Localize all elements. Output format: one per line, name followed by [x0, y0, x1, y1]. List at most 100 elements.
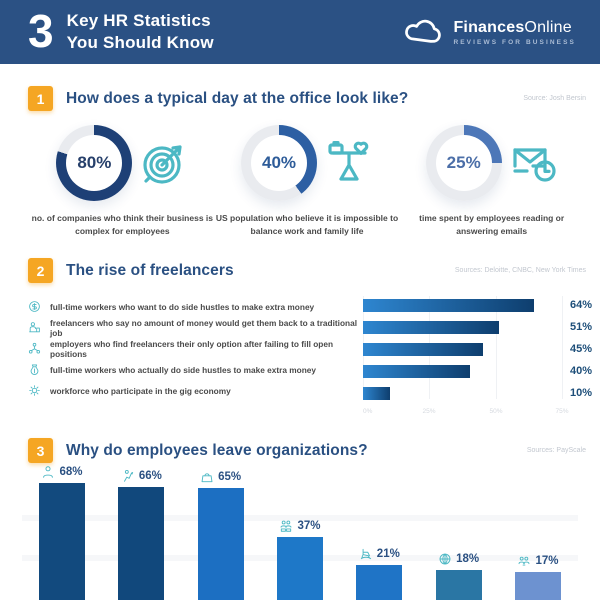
section3-source: Sources: PayScale [526, 447, 586, 455]
section1-badge: 1 [28, 86, 53, 111]
list-item-label: full-time workers who actually do side h… [50, 364, 317, 375]
header-banner: 3 Key HR Statistics You Should Know Fina… [0, 0, 600, 64]
logo-tagline: REVIEWS FOR BUSINESS [453, 38, 576, 46]
bar-column: 66% [105, 469, 177, 600]
x-tick: 25% [422, 408, 436, 416]
section1-source: Source: Josh Bersin [523, 95, 586, 102]
work-life-balance-icon [325, 139, 373, 187]
donut-caption: no. of companies who think their busines… [31, 213, 214, 237]
donut-caption: time spent by employees reading or answe… [419, 213, 565, 237]
bar-value-label: 68% [59, 466, 83, 479]
list-item: full-time workers who want to do side hu… [28, 296, 363, 317]
bar-value-label: 65% [218, 471, 242, 484]
donut-chart-80: 80% [56, 125, 133, 201]
bar-value-label: 21% [376, 548, 400, 561]
list-item-label: employers who find freelancers their onl… [50, 338, 334, 359]
bar-value-label: 40% [570, 365, 593, 378]
retirement-chair-icon [360, 549, 371, 560]
bar-row: 40% [363, 364, 592, 378]
x-tick: 0% [363, 408, 373, 416]
section2-badge: 2 [28, 258, 53, 284]
bar-40 [363, 364, 470, 378]
bar-value-label: 51% [570, 321, 593, 334]
section1-header: 1 How does a typical day at the office l… [0, 86, 600, 111]
career-growth-icon [123, 470, 133, 483]
donut-stats-row: 80% no. of companies who think their bus… [0, 125, 600, 238]
bar-column: 65% [185, 470, 257, 600]
bar-value-label: 17% [535, 555, 559, 568]
chart-gridline [22, 515, 578, 522]
team-question-icon [519, 557, 530, 566]
section1-title: How does a typical day at the office loo… [66, 89, 409, 107]
bar-45 [363, 342, 483, 356]
section2-header: 2 The rise of freelancers Sources: Deloi… [0, 258, 600, 284]
header-title-line2: You Should Know [66, 33, 214, 52]
bar-value-label: 18% [456, 553, 480, 566]
bar-row: 45% [363, 342, 592, 356]
x-tick: 75% [555, 408, 569, 416]
list-item: full-time workers who actually do side h… [28, 359, 363, 380]
list-item-label: full-time workers who want to do side hu… [50, 301, 315, 312]
donut-chart-25: 25% [425, 125, 502, 201]
logo-wordmark: FinancesOnline [453, 18, 572, 36]
list-item: freelancers who say no amount of money w… [28, 317, 363, 338]
cloud-icon [402, 15, 444, 50]
bar-row: 64% [363, 298, 592, 312]
freelancer-desk-icon [29, 322, 40, 333]
dollar-circle-icon [29, 301, 40, 313]
list-item: employers who find freelancers their onl… [28, 338, 363, 359]
bar-value-label: 66% [138, 470, 162, 483]
finances-online-logo: FinancesOnline REVIEWS FOR BUSINESS [402, 15, 576, 50]
section3-badge: 3 [28, 438, 53, 464]
donut-value: 40% [261, 153, 297, 172]
donut-stat: 40% US population who believe it is impo… [215, 125, 400, 238]
bar-column: 18% [423, 552, 495, 600]
bar-value-label: 64% [570, 299, 593, 312]
list-item-label: freelancers who say no amount of money w… [50, 317, 358, 338]
donut-chart-40: 40% [241, 125, 317, 201]
bar-65 [197, 488, 244, 600]
list-item-label: workforce who participate in the gig eco… [50, 385, 231, 396]
money-bag-icon [30, 364, 39, 376]
section3-title: Why do employees leave organizations? [66, 441, 368, 459]
bar-51 [363, 320, 499, 334]
section3-header: 3 Why do employees leave organizations? … [0, 438, 600, 464]
logo-text: FinancesOnline REVIEWS FOR BUSINESS [453, 19, 576, 46]
bar-value-label: 10% [570, 387, 593, 400]
x-tick: 50% [489, 408, 503, 416]
bar-row: 10% [363, 386, 592, 400]
purse-icon [201, 473, 213, 483]
email-clock-icon [510, 139, 558, 187]
bar-10 [363, 386, 390, 400]
bar-66 [118, 487, 165, 600]
bar-17 [514, 572, 561, 600]
bar-column: 37% [264, 519, 336, 600]
section2-source: Sources: Deloitte, CNBC, New York Times [454, 267, 586, 275]
bar-value-label: 37% [297, 520, 321, 533]
donut-caption: US population who believe it is impossib… [215, 213, 399, 237]
header-title-line1: Key HR Statistics [66, 10, 211, 30]
freelancer-bar-chart: 64% 51% 45% 40% 10% 0% 25% 50% [363, 296, 592, 420]
gig-gear-icon [29, 385, 40, 397]
freelancer-section-body: full-time workers who want to do side hu… [0, 296, 600, 420]
header-big-number: 3 [28, 5, 54, 58]
network-people-icon [28, 343, 41, 354]
section2-title: The rise of freelancers [66, 261, 234, 279]
person-icon [43, 466, 54, 479]
bar-64 [363, 298, 534, 312]
maze-target-icon [140, 139, 188, 187]
leave-reasons-bar-chart: 68% 66% 65% [0, 466, 600, 600]
bar-column: 21% [343, 547, 415, 600]
header-title: Key HR Statistics You Should Know [67, 10, 214, 54]
freelancer-list: full-time workers who want to do side hu… [28, 296, 363, 420]
donut-value: 80% [77, 153, 112, 172]
x-axis: 0% 25% 50% 75% [363, 408, 569, 420]
donut-stat: 25% time spent by employees reading or a… [399, 125, 584, 238]
donut-stat: 80% no. of companies who think their bus… [30, 125, 215, 238]
culture-globe-icon [439, 553, 451, 565]
bar-column: 17% [502, 554, 574, 600]
bar-value-label: 45% [570, 343, 593, 356]
bar-column: 68% [26, 465, 98, 600]
bar-68 [39, 483, 85, 600]
